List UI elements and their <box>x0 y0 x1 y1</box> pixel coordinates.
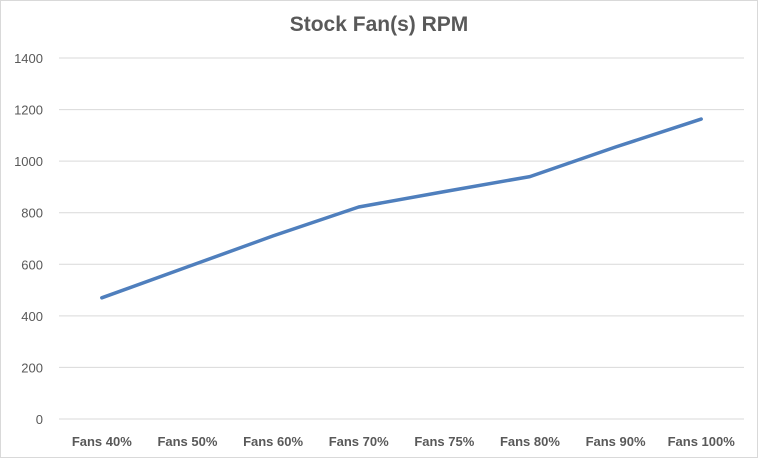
x-tick-label: Fans 40% <box>72 434 132 449</box>
y-tick-label: 1400 <box>14 51 43 66</box>
x-axis: Fans 40% Fans 50% Fans 60% Fans 70% Fans 75%… <box>72 434 735 449</box>
y-tick-label: 0 <box>36 412 43 427</box>
x-tick-label: Fans 50% <box>157 434 217 449</box>
x-tick-label: Fans 80% <box>500 434 560 449</box>
y-tick-label: 1000 <box>14 154 43 169</box>
y-axis: 0 200 400 600 800 1000 1200 1400 <box>14 51 43 427</box>
y-tick-label: 200 <box>21 360 43 375</box>
x-tick-label: Fans 60% <box>243 434 303 449</box>
x-tick-label: Fans 70% <box>329 434 389 449</box>
x-tick-label: Fans 90% <box>586 434 646 449</box>
chart-title: Stock Fan(s) RPM <box>289 13 469 36</box>
series-group <box>100 117 703 300</box>
y-tick-label: 1200 <box>14 103 43 118</box>
y-tick-label: 600 <box>21 257 43 272</box>
series-line <box>100 117 703 300</box>
x-tick-label: Fans 75% <box>414 434 474 449</box>
x-tick-label: Fans 100% <box>668 434 736 449</box>
gridlines <box>59 57 744 420</box>
y-tick-label: 800 <box>21 206 43 221</box>
y-tick-label: 400 <box>21 309 43 324</box>
